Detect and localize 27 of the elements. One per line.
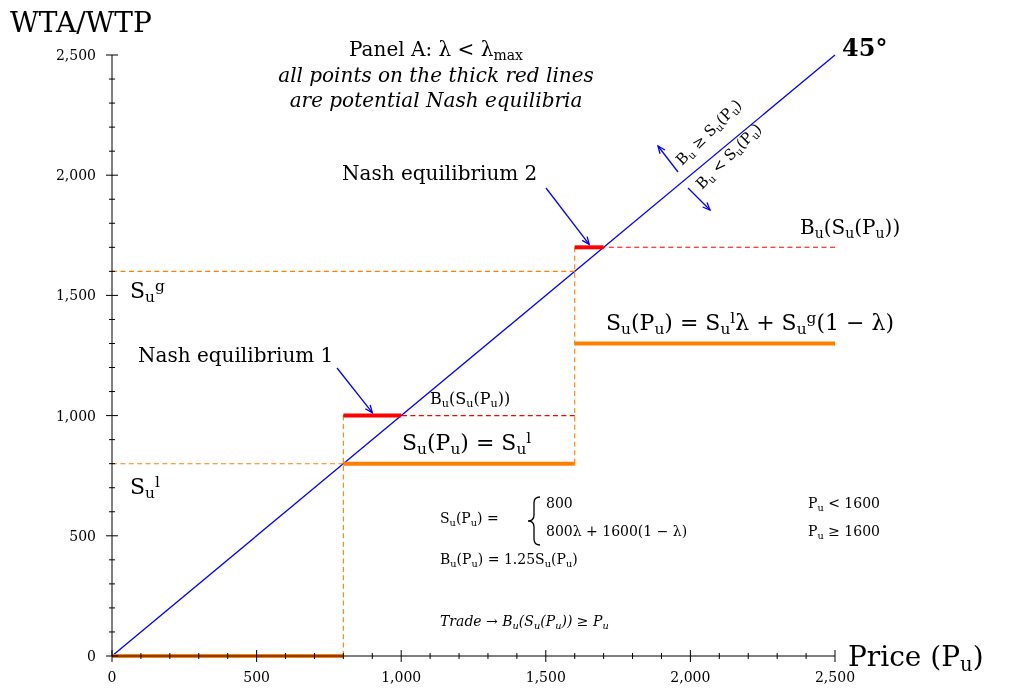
annotation: Trade → B$_{u}$(S$_{u}$(P$_{u}$)) ≥ P$_{u}$ [440, 613, 609, 631]
annotation: S$_{u}$(P$_{u}$) = [440, 510, 499, 528]
annotation: B$_{u}$(S$_{u}$(P$_{u}$)) [430, 389, 511, 410]
x-tick-label: 1,500 [525, 669, 566, 685]
y-tick-label: 2,500 [55, 47, 96, 63]
text: S$_{u}$(P$_{u}$) = S$_{u}$$^{l}$λ + S$_{u}$$^{g}$(1 − λ) [606, 309, 894, 338]
text: B$_{u}$(P$_{u}$) = 1.25S$_{u}$(P$_{u}$) [440, 551, 578, 569]
text: all points on the thick red lines are potential Nash equilibria [278, 63, 594, 112]
y-tick-label: 2,000 [55, 167, 96, 184]
y-tick-label: 1,000 [55, 407, 96, 424]
annotation: Nash equilibrium 1 [138, 343, 334, 367]
annotation: 800 [546, 495, 573, 511]
annotation: P$_{u}$ ≥ 1600 [808, 523, 880, 541]
annotation: 45° [842, 33, 888, 62]
annotation: B$_{u}$(S$_{u}$(P$_{u}$)) [800, 215, 901, 241]
chart-title: Panel A: λ < λ$_{max}$ [349, 37, 524, 63]
y-tick-label: 0 [87, 648, 96, 664]
x-tick-label: 500 [243, 669, 270, 685]
x-tick-label: 1,000 [381, 669, 422, 685]
annotation: Nash equilibrium 2 [342, 161, 538, 185]
x-tick-label: 2,000 [670, 669, 711, 685]
annotation: P$_{u}$ < 1600 [808, 495, 880, 513]
y-tick-label: 1,500 [55, 287, 96, 304]
y-axis-title: WTA/WTP [10, 6, 152, 39]
annotation: 800λ + 1600(1 − λ) [546, 523, 688, 539]
x-tick-label: 0 [107, 669, 117, 685]
y-tick-label: 500 [69, 527, 96, 544]
